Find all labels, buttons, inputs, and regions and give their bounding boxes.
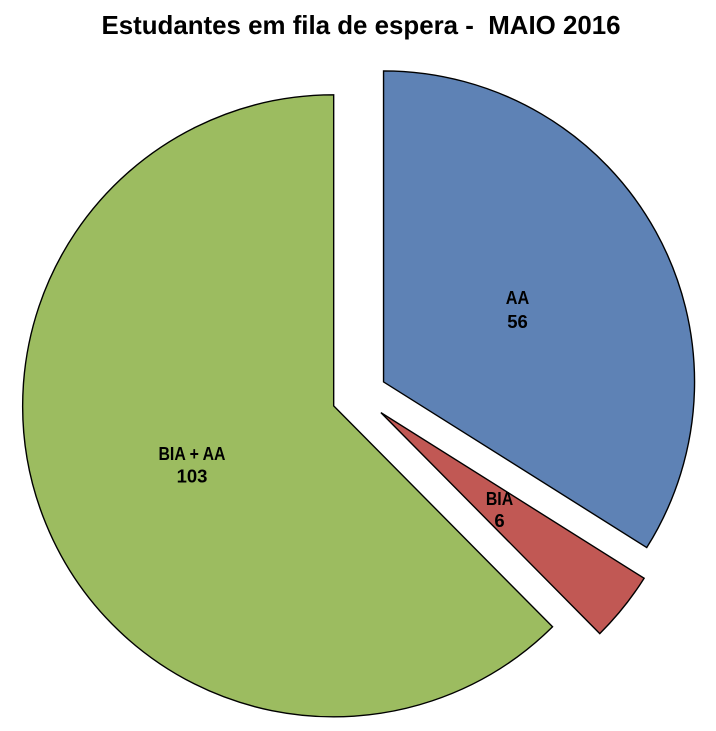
svg-text:BIA + AA: BIA + AA — [159, 443, 226, 464]
svg-text:AA: AA — [506, 287, 530, 308]
svg-text:BIA: BIA — [486, 488, 513, 509]
svg-text:56: 56 — [507, 311, 528, 332]
svg-text:103: 103 — [177, 465, 208, 486]
svg-text:Estudantes em fila de espera -: Estudantes em fila de espera - MAIO 2016 — [102, 10, 621, 40]
svg-text:6: 6 — [494, 510, 504, 531]
